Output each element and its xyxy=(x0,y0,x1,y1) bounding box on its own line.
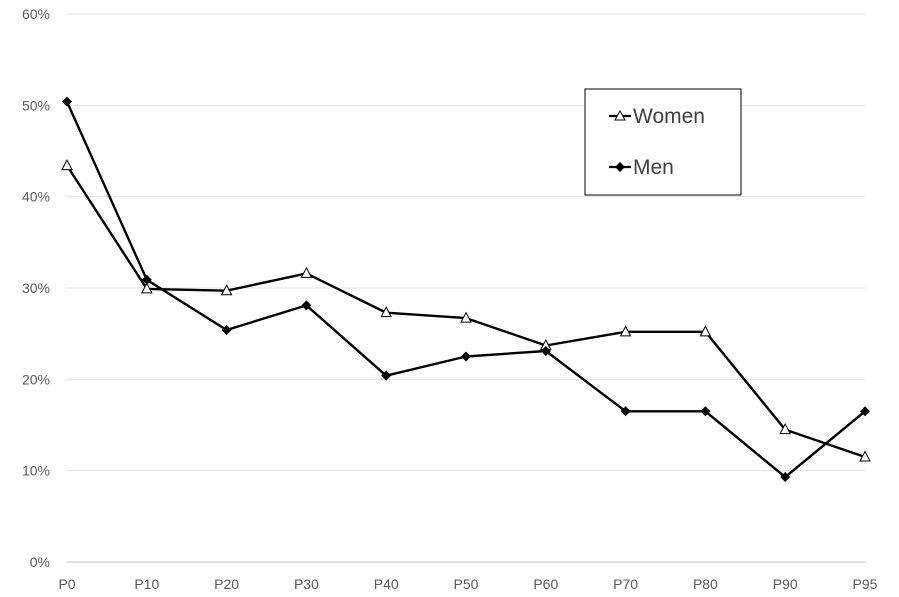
data-point-women xyxy=(380,306,393,318)
series-line-women xyxy=(65,164,866,459)
data-point-women xyxy=(300,266,313,278)
data-point-men xyxy=(62,96,72,107)
x-tick-label: P60 xyxy=(533,576,558,592)
x-tick-label: P90 xyxy=(773,576,798,592)
y-tick-label: 20% xyxy=(22,371,50,387)
legend-label-men: Men xyxy=(633,156,674,179)
series-group xyxy=(61,96,871,483)
data-point-men xyxy=(141,274,152,285)
y-tick-label: 30% xyxy=(22,280,50,296)
data-point-women xyxy=(859,450,871,462)
data-point-women xyxy=(699,325,712,337)
legend-box xyxy=(584,88,742,196)
x-tick-label: P10 xyxy=(134,576,159,592)
data-point-men xyxy=(301,300,312,311)
legend-label-women: Women xyxy=(633,105,705,128)
data-point-women xyxy=(220,284,233,296)
y-tick-label: 60% xyxy=(22,6,50,22)
y-tick-label: 10% xyxy=(22,463,50,479)
x-tick-label: P30 xyxy=(294,576,319,592)
gridlines xyxy=(67,13,865,563)
data-point-men xyxy=(540,346,551,357)
x-tick-label: P80 xyxy=(693,576,718,592)
legend-marker-women xyxy=(614,109,626,121)
data-point-women xyxy=(61,159,73,171)
x-tick-label: P40 xyxy=(374,576,399,592)
y-tick-label: 40% xyxy=(22,189,50,205)
legend: Women Men xyxy=(584,88,742,196)
data-point-women xyxy=(619,325,632,337)
data-point-men xyxy=(860,406,870,417)
data-point-men xyxy=(221,325,232,336)
y-axis: 0% 10% 20% 30% 40% 50% 60% xyxy=(22,6,50,570)
x-axis: P0 P10 P20 P30 P40 P50 P60 P70 P80 P90 P95 xyxy=(58,576,877,592)
data-point-men xyxy=(461,351,471,362)
x-tick-label: P20 xyxy=(214,576,239,592)
data-point-women xyxy=(779,422,792,435)
legend-marker-men xyxy=(615,162,625,172)
y-tick-label: 50% xyxy=(22,97,50,113)
data-point-women xyxy=(140,282,153,294)
x-tick-label: P50 xyxy=(454,576,479,592)
y-tick-label: 0% xyxy=(30,554,50,570)
x-tick-label: P0 xyxy=(58,576,75,592)
data-point-men xyxy=(620,406,631,417)
data-point-men xyxy=(700,406,711,417)
x-tick-label: P70 xyxy=(613,576,638,592)
data-point-men xyxy=(780,472,791,483)
x-tick-label: P95 xyxy=(853,576,878,592)
data-point-women xyxy=(460,311,472,323)
data-point-men xyxy=(381,370,392,381)
